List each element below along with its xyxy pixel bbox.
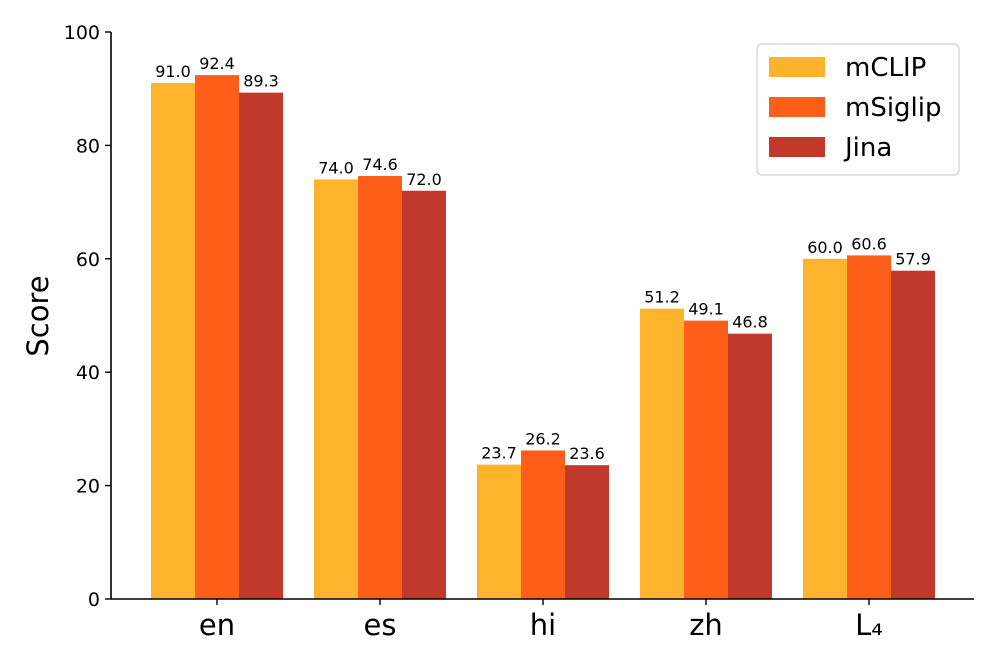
bars-layer [151,75,935,600]
bar-jina-es [402,190,446,599]
legend: mCLIP mSiglip Jina [756,43,960,176]
y-tick-label: 100 [64,22,100,44]
bar-value-label: 23.7 [481,444,517,463]
x-tick-label-en: en [199,608,235,642]
bar-value-label: 89.3 [243,72,279,91]
bar-value-labels: 91.0 92.4 89.3 74.0 74.6 72.0 23.7 26.2 23.6 51.2… [155,54,931,463]
y-tick-label: 20 [76,476,100,498]
bar-value-label: 46.8 [732,313,768,332]
bar-jina-zh [728,333,772,599]
bar-msiglip-hi [521,450,565,599]
bar-value-label: 51.2 [644,288,680,307]
bar-mclip-l4 [803,258,847,599]
bar-mclip-en [151,83,195,599]
bar-value-label: 72.0 [406,170,442,189]
y-tick-label: 80 [76,135,100,157]
bar-value-label: 60.0 [807,238,843,257]
bar-msiglip-en [195,75,239,600]
bar-value-label: 57.9 [895,250,931,269]
legend-label-mclip: mCLIP [845,53,926,83]
bar-jina-l4 [891,270,935,599]
y-tick-label: 0 [88,589,100,611]
bar-value-label: 74.6 [362,155,398,174]
bar-mclip-zh [640,308,684,599]
bar-value-label: 23.6 [569,444,605,463]
y-axis-label: Score [21,275,55,356]
bar-mclip-hi [477,464,521,599]
bar-value-label: 91.0 [155,62,191,81]
y-tick-label: 40 [76,362,100,384]
bar-value-label: 49.1 [688,300,724,319]
bar-value-label: 26.2 [525,429,561,448]
y-tick-label: 60 [76,249,100,271]
legend-label-msiglip: mSiglip [845,93,942,123]
x-tick-label-hi: hi [530,608,556,642]
bar-msiglip-es [358,176,402,599]
bar-value-label: 74.0 [318,158,354,177]
bar-jina-hi [565,465,609,599]
legend-label-jina: Jina [843,133,892,163]
bar-jina-en [239,92,283,599]
axes: 0 20 40 60 80 100 en es hi zh L₄ [64,22,974,642]
x-tick-label-es: es [364,608,397,642]
legend-swatch-msiglip [769,97,825,117]
x-tick-label-l4: L₄ [855,608,883,642]
x-tick-label-zh: zh [689,608,723,642]
bar-mclip-es [314,179,358,600]
legend-swatch-jina [769,137,825,157]
legend-swatch-mclip [769,57,825,77]
bar-msiglip-zh [684,320,728,599]
bar-value-label: 60.6 [851,234,887,253]
bar-value-label: 92.4 [199,54,235,73]
bar-msiglip-l4 [847,255,891,599]
